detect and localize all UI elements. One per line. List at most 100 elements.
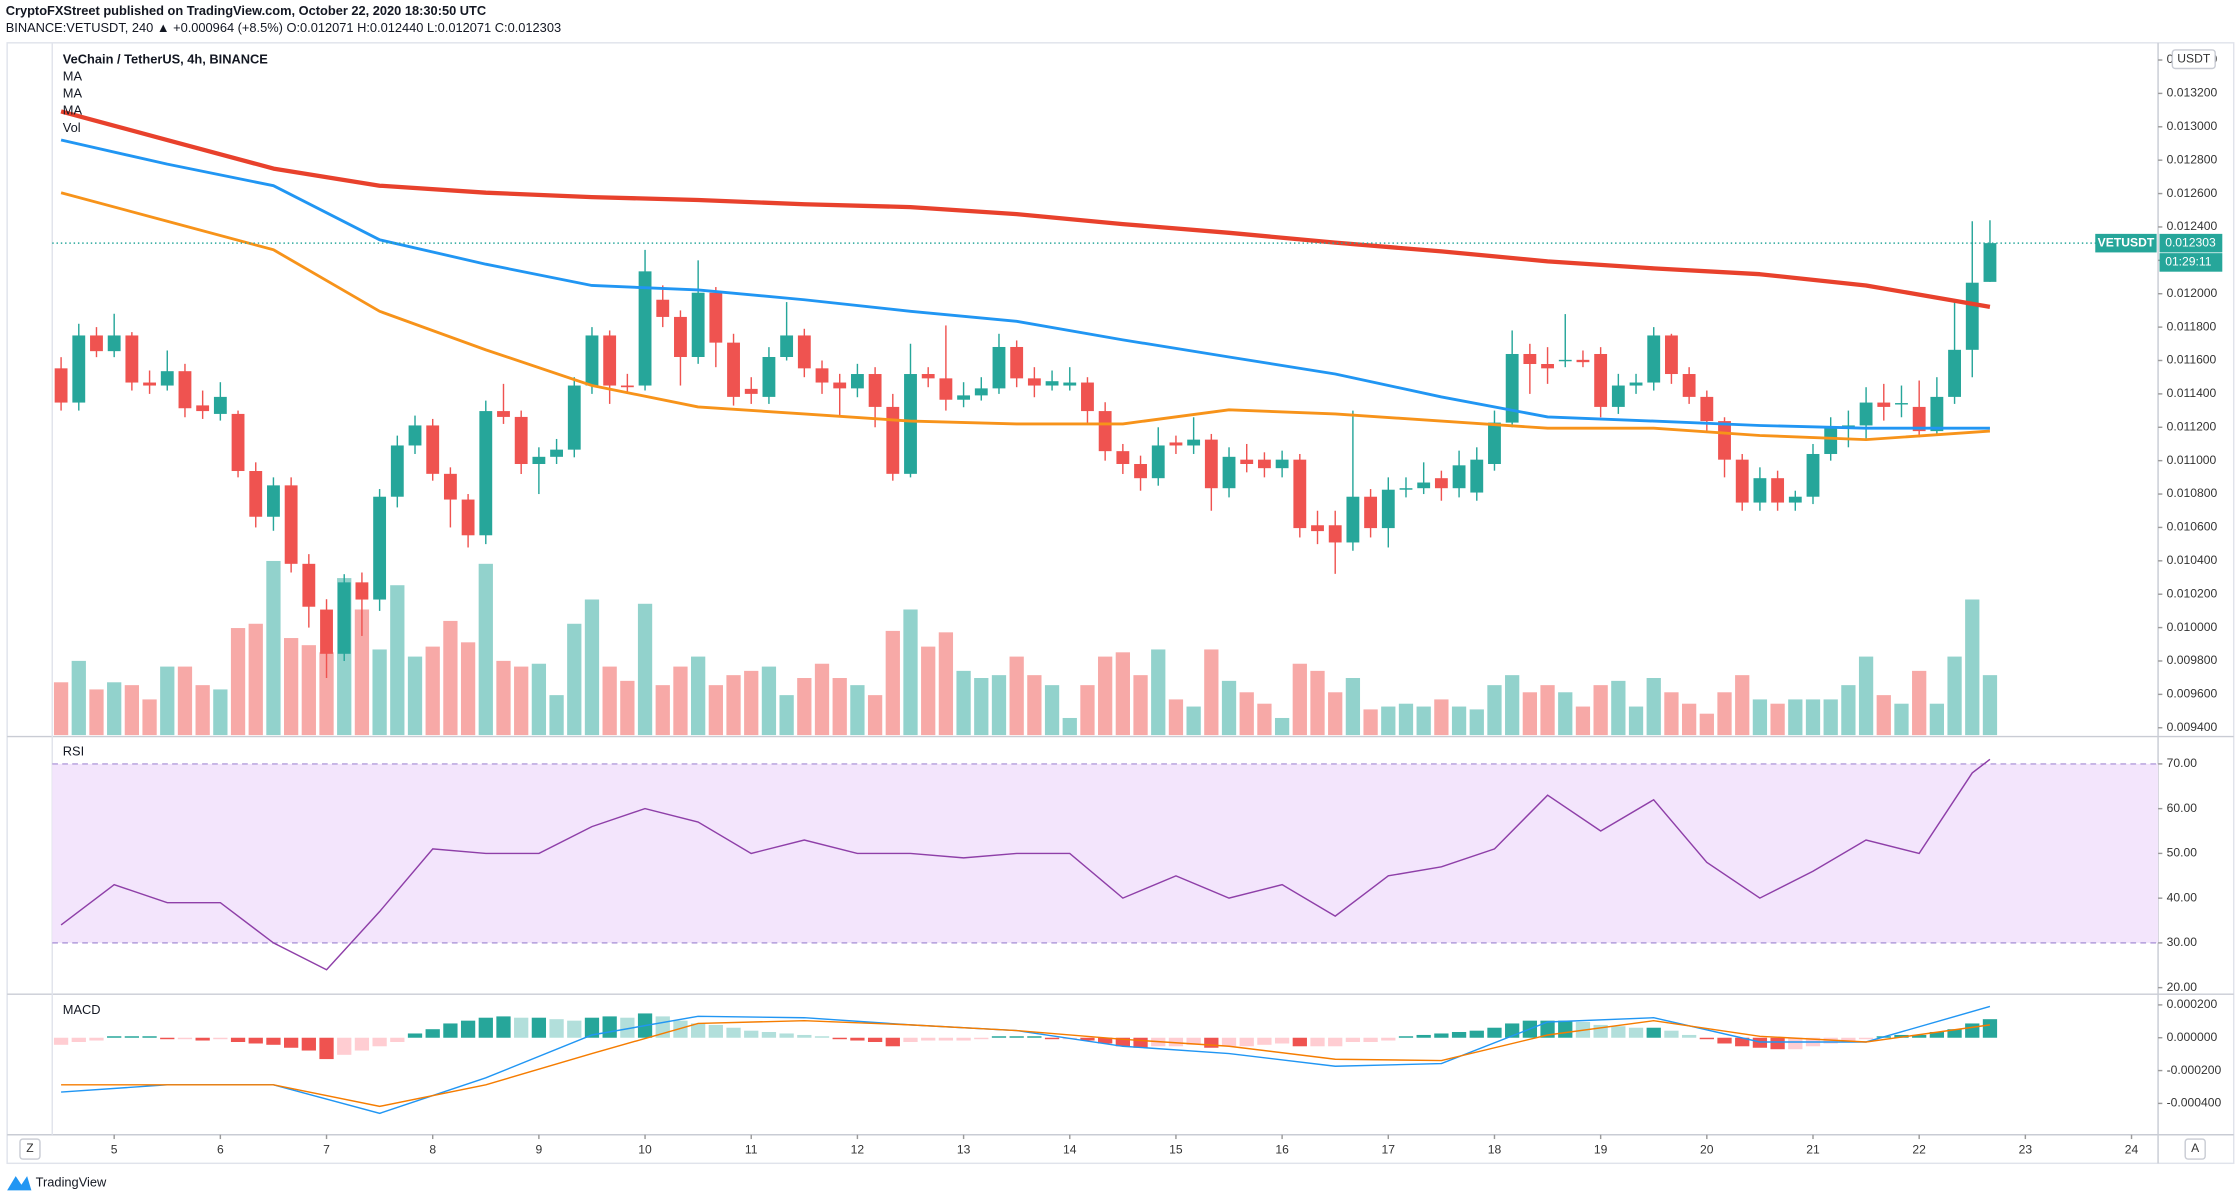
- volume-bar: [443, 620, 458, 736]
- macd-histogram-bar: [460, 1020, 476, 1038]
- candle-body: [1204, 439, 1218, 489]
- x-tick-label: 5: [111, 1143, 118, 1157]
- volume-bar: [1894, 703, 1909, 736]
- macd-histogram-bar: [1681, 1034, 1697, 1038]
- macd-histogram-bar: [1257, 1037, 1272, 1045]
- volume-bar: [1115, 652, 1130, 736]
- macd-histogram-bar: [921, 1037, 936, 1041]
- candle-body: [550, 449, 563, 457]
- unit-box[interactable]: [2171, 49, 2216, 70]
- macd-histogram-bar: [1929, 1031, 1945, 1038]
- macd-histogram-bar: [1611, 1026, 1626, 1038]
- x-tick-label: 16: [1275, 1143, 1289, 1157]
- volume-bar: [124, 685, 140, 736]
- rsi-band: [52, 763, 2159, 943]
- macd-histogram-bar: [1027, 1036, 1042, 1038]
- volume-layer: [53, 560, 1998, 736]
- volume-bar: [1062, 717, 1077, 736]
- volume-bar: [1841, 685, 1856, 736]
- volume-bar: [867, 695, 883, 736]
- macd-histogram-bar: [1841, 1037, 1856, 1043]
- volume-bar: [1044, 685, 1060, 736]
- x-tick-label: 22: [1912, 1143, 1926, 1157]
- candle-body: [1753, 478, 1767, 503]
- volume-bar: [1363, 709, 1378, 736]
- y-tick-label: 50.00: [2167, 846, 2198, 860]
- macd-line: [61, 1020, 1991, 1108]
- volume-bar: [53, 682, 69, 736]
- candle-body: [780, 335, 794, 357]
- candle-body: [1576, 359, 1590, 363]
- volume-bar: [1752, 699, 1768, 736]
- candle-body: [1718, 421, 1731, 460]
- candle-body: [1505, 353, 1519, 423]
- candle-body: [797, 335, 811, 369]
- macd-histogram-bar: [761, 1031, 777, 1038]
- candle-body: [1311, 525, 1324, 532]
- x-tick-label: 11: [745, 1143, 758, 1157]
- candle-body: [1169, 442, 1183, 446]
- volume-bar: [1398, 703, 1414, 736]
- candle-body: [833, 382, 847, 389]
- y-tick-label: 0.000000: [2167, 1030, 2218, 1044]
- macd-histogram-bar: [885, 1037, 900, 1047]
- candle-body: [1824, 428, 1838, 454]
- macd-histogram-bar: [319, 1037, 334, 1060]
- volume-bar: [372, 649, 387, 736]
- volume-bar: [921, 646, 936, 736]
- volume-bar: [1186, 706, 1201, 736]
- y-tick-label: 0.010800: [2167, 486, 2218, 500]
- candle-body: [1629, 382, 1643, 386]
- macd-histogram-bar: [1310, 1037, 1325, 1047]
- volume-bar: [177, 666, 193, 736]
- volume-bar: [1522, 692, 1537, 736]
- volume-bar: [1788, 699, 1803, 736]
- volume-bar: [160, 666, 175, 736]
- candle-body: [904, 374, 917, 474]
- macd-histogram-bar: [89, 1037, 104, 1041]
- y-tick-label: 0.011800: [2167, 319, 2217, 333]
- macd-histogram-bar: [1345, 1037, 1361, 1043]
- volume-bar: [1292, 663, 1307, 736]
- volume-bar: [673, 666, 688, 736]
- candle-body: [160, 371, 174, 386]
- symbol-label: VETUSDT: [2098, 235, 2155, 249]
- candle-body: [620, 385, 634, 388]
- y-tick-label: 0.013000: [2167, 119, 2218, 133]
- y-tick-label: 20.00: [2167, 980, 2198, 994]
- candle-body: [1930, 396, 1944, 432]
- legend-entry: MA: [63, 103, 83, 118]
- volume-bar: [425, 646, 440, 736]
- volume-bar: [230, 628, 246, 736]
- macd-histogram-bar: [1398, 1036, 1414, 1038]
- last-price-label: 0.012303: [2165, 235, 2216, 249]
- y-tick-label: 0.011000: [2167, 453, 2217, 467]
- candle-layer: [54, 220, 1997, 679]
- candle-body: [1611, 385, 1625, 407]
- candle-body: [1965, 282, 1979, 350]
- volume-bar: [620, 680, 635, 736]
- macd-histogram-bar: [1221, 1037, 1237, 1047]
- macd-histogram-bar: [1080, 1037, 1095, 1041]
- y-tick-label: 0.012400: [2167, 219, 2218, 233]
- candle-body: [461, 499, 475, 536]
- macd-histogram-bar: [496, 1016, 511, 1038]
- volume-bar: [1204, 649, 1219, 736]
- last-price-box: [2159, 233, 2223, 253]
- volume-bar: [248, 623, 263, 736]
- volume-bar: [850, 685, 865, 736]
- volume-bar: [726, 675, 741, 736]
- volume-bar: [1540, 685, 1555, 736]
- legend-entry: MA: [63, 68, 83, 83]
- macd-histogram-bar: [938, 1037, 954, 1041]
- y-tick-label: 0.000200: [2167, 997, 2218, 1011]
- auto-button[interactable]: [2184, 1138, 2206, 1160]
- x-tick-label: 19: [1594, 1143, 1608, 1157]
- zoom-button[interactable]: [19, 1138, 41, 1160]
- candle-body: [691, 292, 705, 357]
- candle-body: [815, 368, 829, 383]
- x-tick-label: 12: [851, 1143, 865, 1157]
- candle-body: [390, 445, 404, 497]
- y-tick-label: 0.013200: [2167, 86, 2218, 100]
